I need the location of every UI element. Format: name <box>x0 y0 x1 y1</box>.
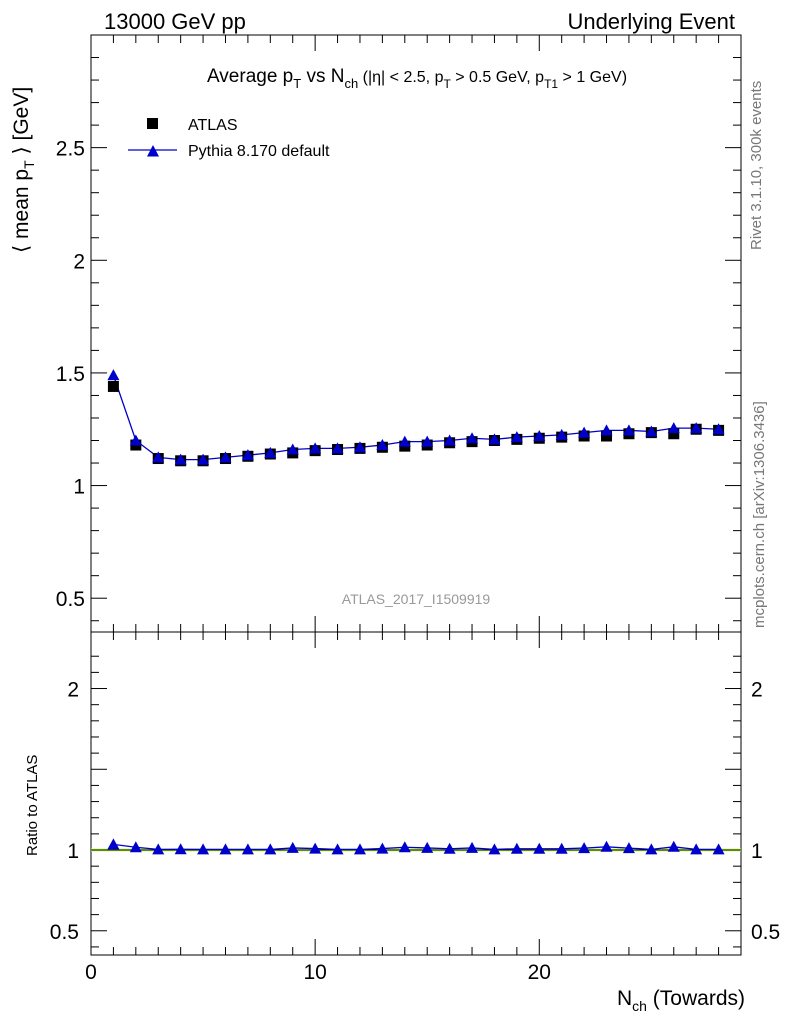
main-y-tick-label: 1 <box>73 476 85 499</box>
ratio-pythia-point <box>197 843 210 855</box>
main-axis-ticks: 0.5 1 1.5 2 2.5 <box>56 35 742 632</box>
pythia-point <box>600 424 613 436</box>
pythia-point <box>241 449 254 461</box>
ratio-pythia-point <box>331 843 344 855</box>
ratio-y-tick-label-right: 2 <box>751 679 763 702</box>
pythia-point <box>667 422 680 434</box>
pythia-point <box>645 425 658 437</box>
pythia-point <box>219 451 232 463</box>
main-series-layer <box>107 369 725 467</box>
pythia-point <box>443 434 456 446</box>
ratio-y-tick-label-right: 1 <box>751 840 763 863</box>
main-plot-title: Average pT vs Nch (|η| < 2.5, pT > 0.5 G… <box>207 66 627 91</box>
ratio-series-layer <box>107 838 725 855</box>
ratio-pythia-point <box>645 843 658 855</box>
main-y-tick-label: 2.5 <box>56 138 85 161</box>
ratio-pythia-point <box>152 843 165 855</box>
x-axis-label: Nch (Towards) <box>617 987 745 1014</box>
x-tick-label: 0 <box>85 961 97 984</box>
ratio-y-tick-label-left: 0.5 <box>50 921 79 944</box>
pythia-point <box>107 369 120 381</box>
ratio-pythia-point <box>555 842 568 854</box>
atlas-data-point <box>107 380 119 392</box>
pythia-point <box>376 439 389 451</box>
ratio-pythia-point <box>107 838 120 850</box>
ratio-pythia-point <box>353 843 366 855</box>
main-y-tick-label: 1.5 <box>56 363 85 386</box>
legend-label-atlas: ATLAS <box>188 117 238 134</box>
ratio-y-axis-label: Ratio to ATLAS <box>24 755 41 856</box>
pythia-point <box>466 432 479 444</box>
ratio-y-tick-label-right: 0.5 <box>751 921 780 944</box>
ratio-pythia-point <box>421 841 434 853</box>
legend: ATLAS Pythia 8.170 default <box>128 117 330 160</box>
analysis-watermark: ATLAS_2017_I1509919 <box>342 591 491 607</box>
pythia-point <box>264 446 277 458</box>
ratio-pythia-point <box>286 841 299 853</box>
pythia-point <box>353 441 366 453</box>
mcplots-label: mcplots.cern.ch [arXiv:1306.3436] <box>751 401 768 628</box>
pythia-point <box>488 433 501 445</box>
main-y-tick-label: 2 <box>73 250 85 273</box>
ratio-pythia-point <box>466 841 479 853</box>
pythia-line <box>112 374 719 461</box>
ratio-pythia-point <box>667 840 680 852</box>
legend-marker-pythia <box>147 145 159 157</box>
ratio-pythia-point <box>578 842 591 854</box>
pythia-point <box>578 426 591 438</box>
pythia-point <box>309 442 322 454</box>
legend-marker-atlas <box>147 118 158 129</box>
pythia-point <box>510 431 523 443</box>
ratio-pythia-point <box>712 843 725 855</box>
ratio-axis-ticks: 0.5 0.51 12 20 10 20 <box>50 632 780 984</box>
main-y-tick-label: 0.5 <box>56 588 85 611</box>
ratio-y-tick-label-left: 2 <box>67 679 79 702</box>
ratio-pythia-point <box>309 842 322 854</box>
rivet-label: Rivet 3.1.10, 300k events <box>748 81 765 250</box>
atlas-data-point <box>601 430 613 442</box>
ratio-pythia-point <box>510 842 523 854</box>
pythia-point <box>712 423 725 435</box>
ratio-pythia-point <box>174 843 187 855</box>
ratio-pythia-point <box>488 843 501 855</box>
pythia-point <box>152 451 165 463</box>
pythia-point <box>690 422 703 434</box>
pythia-point <box>286 443 299 455</box>
ratio-pythia-point <box>241 843 254 855</box>
ratio-pythia-point <box>533 842 546 854</box>
pythia-point <box>533 430 546 442</box>
ratio-pythia-point <box>690 843 703 855</box>
ratio-pythia-point <box>264 843 277 855</box>
ratio-pythia-line <box>113 843 719 851</box>
pythia-point <box>622 424 635 436</box>
main-y-axis-label: ⟨ mean pT ⟩ [GeV] <box>10 87 37 253</box>
ratio-pythia-point <box>443 842 456 854</box>
x-tick-label: 20 <box>528 961 551 984</box>
pythia-point <box>398 435 411 447</box>
ratio-pythia-point <box>219 843 232 855</box>
pythia-point <box>421 435 434 447</box>
header-right-label: Underlying Event <box>567 9 735 34</box>
pythia-point <box>331 442 344 454</box>
ratio-pythia-point <box>376 842 389 854</box>
ratio-pythia-point <box>129 841 142 853</box>
ratio-pythia-point <box>622 842 635 854</box>
pythia-point <box>129 434 142 446</box>
pythia-point <box>197 453 210 465</box>
pythia-point <box>555 428 568 440</box>
legend-label-pythia: Pythia 8.170 default <box>188 143 330 160</box>
ratio-y-tick-label-left: 1 <box>67 840 79 863</box>
x-tick-label: 10 <box>303 961 326 984</box>
ratio-panel-frame <box>90 631 742 956</box>
ratio-pythia-point <box>600 840 613 852</box>
atlas-data-point <box>668 428 680 440</box>
ratio-pythia-point <box>398 841 411 853</box>
header-left-label: 13000 GeV pp <box>104 9 246 34</box>
pythia-point <box>174 453 187 465</box>
